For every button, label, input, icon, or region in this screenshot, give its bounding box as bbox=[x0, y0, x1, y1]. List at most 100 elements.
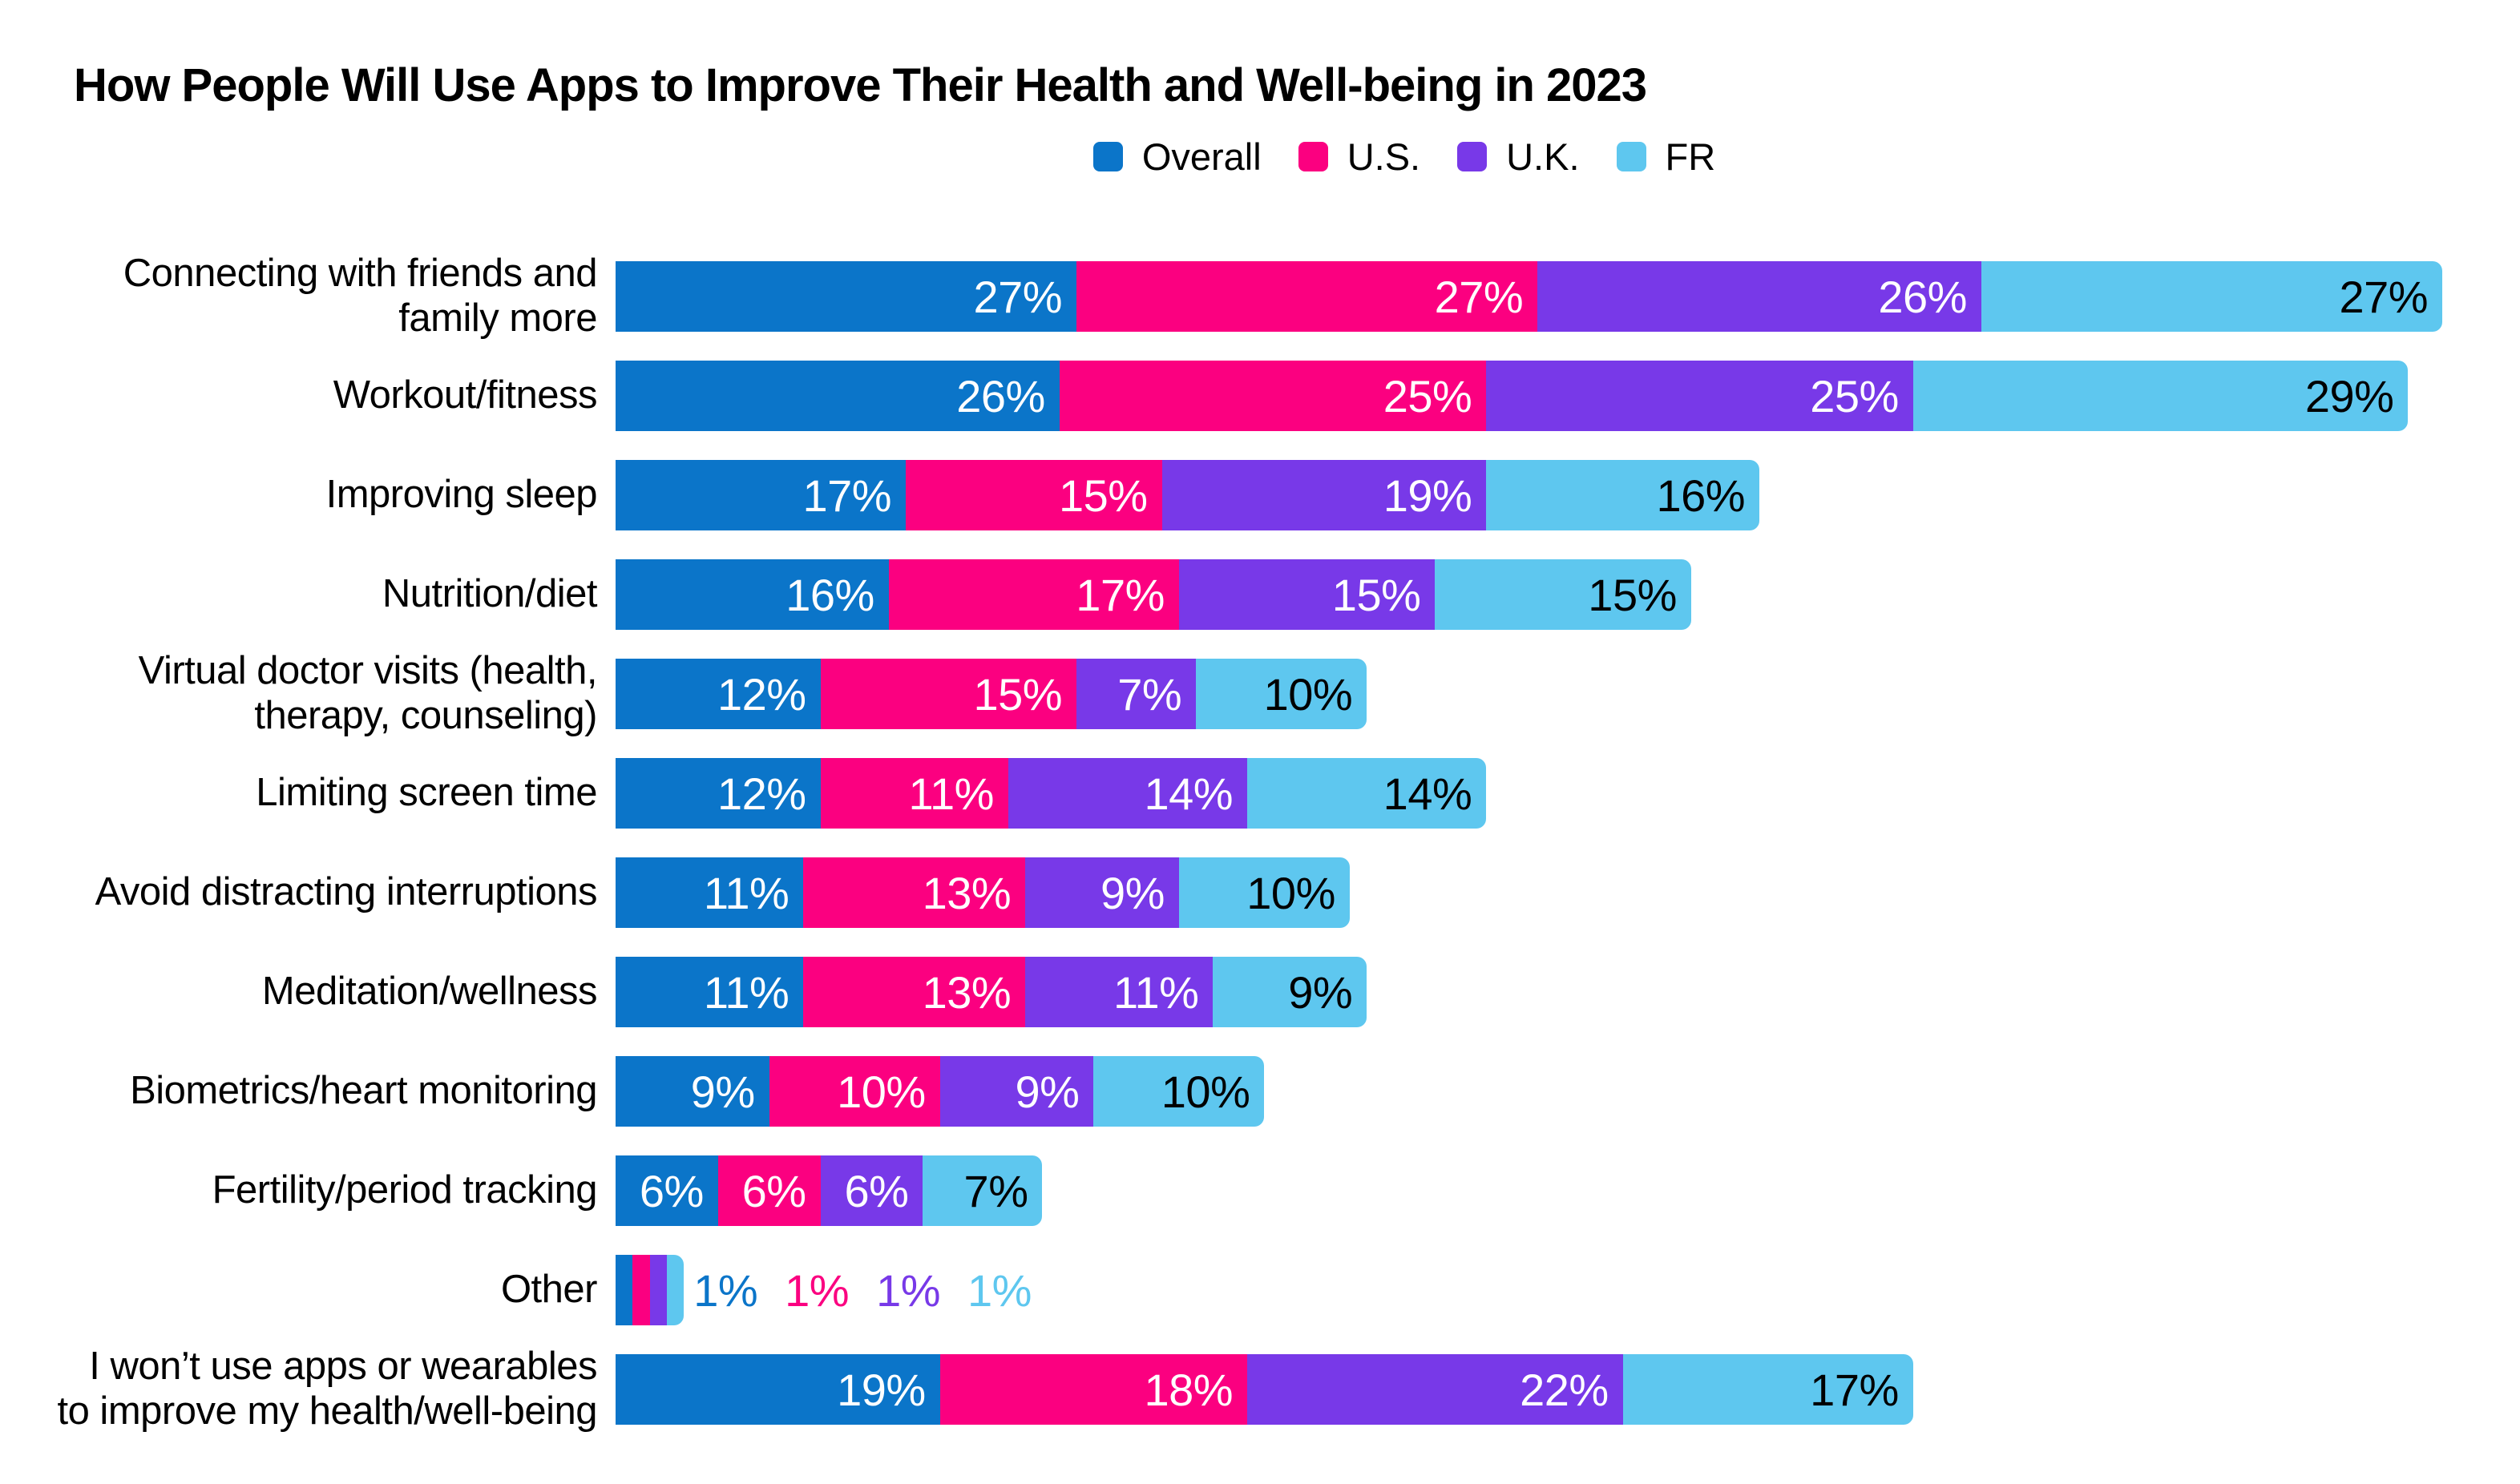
chart-row: I won’t use apps or wearables to improve… bbox=[0, 1345, 2520, 1433]
category-label: Improving sleep bbox=[325, 473, 598, 517]
bar-value-label: 12% bbox=[717, 768, 806, 819]
bar: 17% 15% 19% 16% bbox=[616, 460, 1760, 530]
bar-segment-uk: 9% bbox=[1025, 857, 1179, 928]
bar-segment-uk: 15% bbox=[1178, 559, 1436, 630]
bar-segment-uk: 7% bbox=[1076, 659, 1197, 729]
bar-segment-overall: 12% bbox=[616, 758, 821, 829]
bar-segment-uk: 25% bbox=[1486, 361, 1913, 431]
bar: 12% 11% 14% 14% bbox=[616, 758, 1487, 829]
bar-segment-fr: 10% bbox=[1093, 1056, 1265, 1127]
legend: Overall U.S. U.K. FR bbox=[0, 135, 2520, 179]
bar-segment-fr: 10% bbox=[1196, 659, 1367, 729]
bar-value-label: 11% bbox=[703, 867, 790, 918]
category-label: Fertility/period tracking bbox=[212, 1168, 598, 1212]
bar-value-label: 14% bbox=[1144, 768, 1234, 819]
bar-segment-fr: 10% bbox=[1178, 857, 1350, 928]
chart-row: Improving sleep 17% 15% 19% 16% bbox=[0, 460, 2520, 530]
bar-segment-uk: 14% bbox=[1008, 758, 1248, 829]
bar-value-label: 16% bbox=[785, 569, 874, 620]
chart-row: Limiting screen time 12% 11% 14% 14% bbox=[0, 758, 2520, 829]
legend-label: U.K. bbox=[1506, 135, 1580, 178]
category-label: Nutrition/diet bbox=[382, 572, 598, 616]
bar-segment-uk bbox=[649, 1255, 667, 1325]
category-label: Limiting screen time bbox=[256, 771, 597, 815]
category-label: Virtual doctor visits (health, therapy, … bbox=[138, 649, 598, 737]
bar-segment-fr: 27% bbox=[1981, 261, 2443, 332]
bar-value-label: 6% bbox=[639, 1165, 704, 1216]
bar: 11% 13% 11% 9% bbox=[616, 957, 1367, 1027]
bar: 27% 27% 26% 27% bbox=[616, 261, 2443, 332]
bar-value-label: 11% bbox=[703, 966, 790, 1018]
category-label: I won’t use apps or wearables to improve… bbox=[57, 1345, 597, 1433]
bar-value-label: 10% bbox=[837, 1066, 926, 1117]
bar-segment-fr bbox=[666, 1255, 685, 1325]
bar-segment-fr: 15% bbox=[1435, 559, 1691, 630]
bar-value-label: 26% bbox=[1878, 271, 1967, 322]
bar: 26% 25% 25% 29% bbox=[616, 361, 2409, 431]
outside-value-label: 1% bbox=[876, 1264, 940, 1316]
bar-segment-us: 6% bbox=[717, 1155, 821, 1226]
bar-value-label: 6% bbox=[741, 1165, 806, 1216]
bar-segment-uk: 6% bbox=[820, 1155, 923, 1226]
bar: 16% 17% 15% 15% bbox=[616, 559, 1691, 630]
bar-value-label: 6% bbox=[844, 1165, 909, 1216]
bar-segment-fr: 9% bbox=[1213, 957, 1367, 1027]
bar-value-label: 10% bbox=[1246, 867, 1335, 918]
outside-value-labels: 1% 1% 1% 1% bbox=[693, 1264, 1032, 1317]
bar: 11% 13% 9% 10% bbox=[616, 857, 1350, 928]
chart-row: Other 1% 1% 1% 1% bbox=[0, 1255, 2520, 1325]
bar-segment-us: 27% bbox=[1076, 261, 1538, 332]
chart-row: Workout/fitness 26% 25% 25% 29% bbox=[0, 361, 2520, 431]
outside-value-label: 1% bbox=[967, 1264, 1032, 1316]
bar-segment-overall: 26% bbox=[616, 361, 1060, 431]
bar-value-label: 11% bbox=[908, 768, 994, 819]
legend-swatch-us bbox=[1298, 142, 1328, 171]
bar-value-label: 9% bbox=[690, 1066, 755, 1117]
bar-segment-fr: 17% bbox=[1622, 1354, 1913, 1425]
outside-value-label: 1% bbox=[693, 1264, 758, 1316]
bar: 6% 6% 6% 7% bbox=[616, 1155, 1043, 1226]
bar-value-label: 22% bbox=[1520, 1364, 1609, 1415]
bar-segment-us: 11% bbox=[820, 758, 1008, 829]
bar-segment-overall: 11% bbox=[616, 957, 804, 1027]
bar-value-label: 17% bbox=[1810, 1364, 1899, 1415]
bar-segment-us: 25% bbox=[1059, 361, 1487, 431]
bar-segment-overall: 16% bbox=[616, 559, 889, 630]
category-label: Avoid distracting interruptions bbox=[95, 870, 598, 914]
bar-segment-overall: 9% bbox=[616, 1056, 769, 1127]
bar-segment-fr: 14% bbox=[1247, 758, 1487, 829]
chart-row: Biometrics/heart monitoring 9% 10% 9% 10% bbox=[0, 1056, 2520, 1127]
bar-segment-us: 15% bbox=[820, 659, 1077, 729]
bar-segment-us: 13% bbox=[803, 957, 1026, 1027]
bar-segment-uk: 11% bbox=[1025, 957, 1214, 1027]
bar-value-label: 25% bbox=[1383, 370, 1472, 421]
bar-value-label: 7% bbox=[963, 1165, 1028, 1216]
bar-segment-us: 13% bbox=[803, 857, 1026, 928]
bar-segment-uk: 22% bbox=[1247, 1354, 1623, 1425]
bar-segment-overall bbox=[616, 1255, 633, 1325]
bar-value-label: 12% bbox=[717, 668, 806, 720]
bar bbox=[616, 1255, 685, 1325]
stacked-bar-chart: Connecting with friends and family more 2… bbox=[0, 252, 2520, 1454]
bar-value-label: 27% bbox=[1434, 271, 1524, 322]
bar-segment-us bbox=[632, 1255, 650, 1325]
category-label: Meditation/wellness bbox=[261, 970, 598, 1014]
bar-segment-us: 15% bbox=[906, 460, 1162, 530]
bar: 9% 10% 9% 10% bbox=[616, 1056, 1265, 1127]
legend-item-fr: FR bbox=[1616, 135, 1715, 179]
legend-label: U.S. bbox=[1347, 135, 1421, 178]
bar-value-label: 15% bbox=[1331, 569, 1421, 620]
bar-segment-uk: 26% bbox=[1537, 261, 1981, 332]
legend-swatch-overall bbox=[1092, 142, 1123, 171]
bar-segment-uk: 19% bbox=[1161, 460, 1487, 530]
chart-row: Connecting with friends and family more 2… bbox=[0, 252, 2520, 340]
bar-segment-overall: 6% bbox=[616, 1155, 718, 1226]
bar-value-label: 15% bbox=[1588, 569, 1677, 620]
bar-value-label: 16% bbox=[1656, 470, 1746, 521]
bar-value-label: 27% bbox=[2339, 271, 2429, 322]
bar-value-label: 13% bbox=[922, 966, 1012, 1018]
chart-row: Virtual doctor visits (health, therapy, … bbox=[0, 649, 2520, 737]
bar: 12% 15% 7% 10% bbox=[616, 659, 1367, 729]
category-label: Connecting with friends and family more bbox=[123, 252, 598, 340]
chart-title: How People Will Use Apps to Improve Thei… bbox=[74, 58, 1647, 111]
